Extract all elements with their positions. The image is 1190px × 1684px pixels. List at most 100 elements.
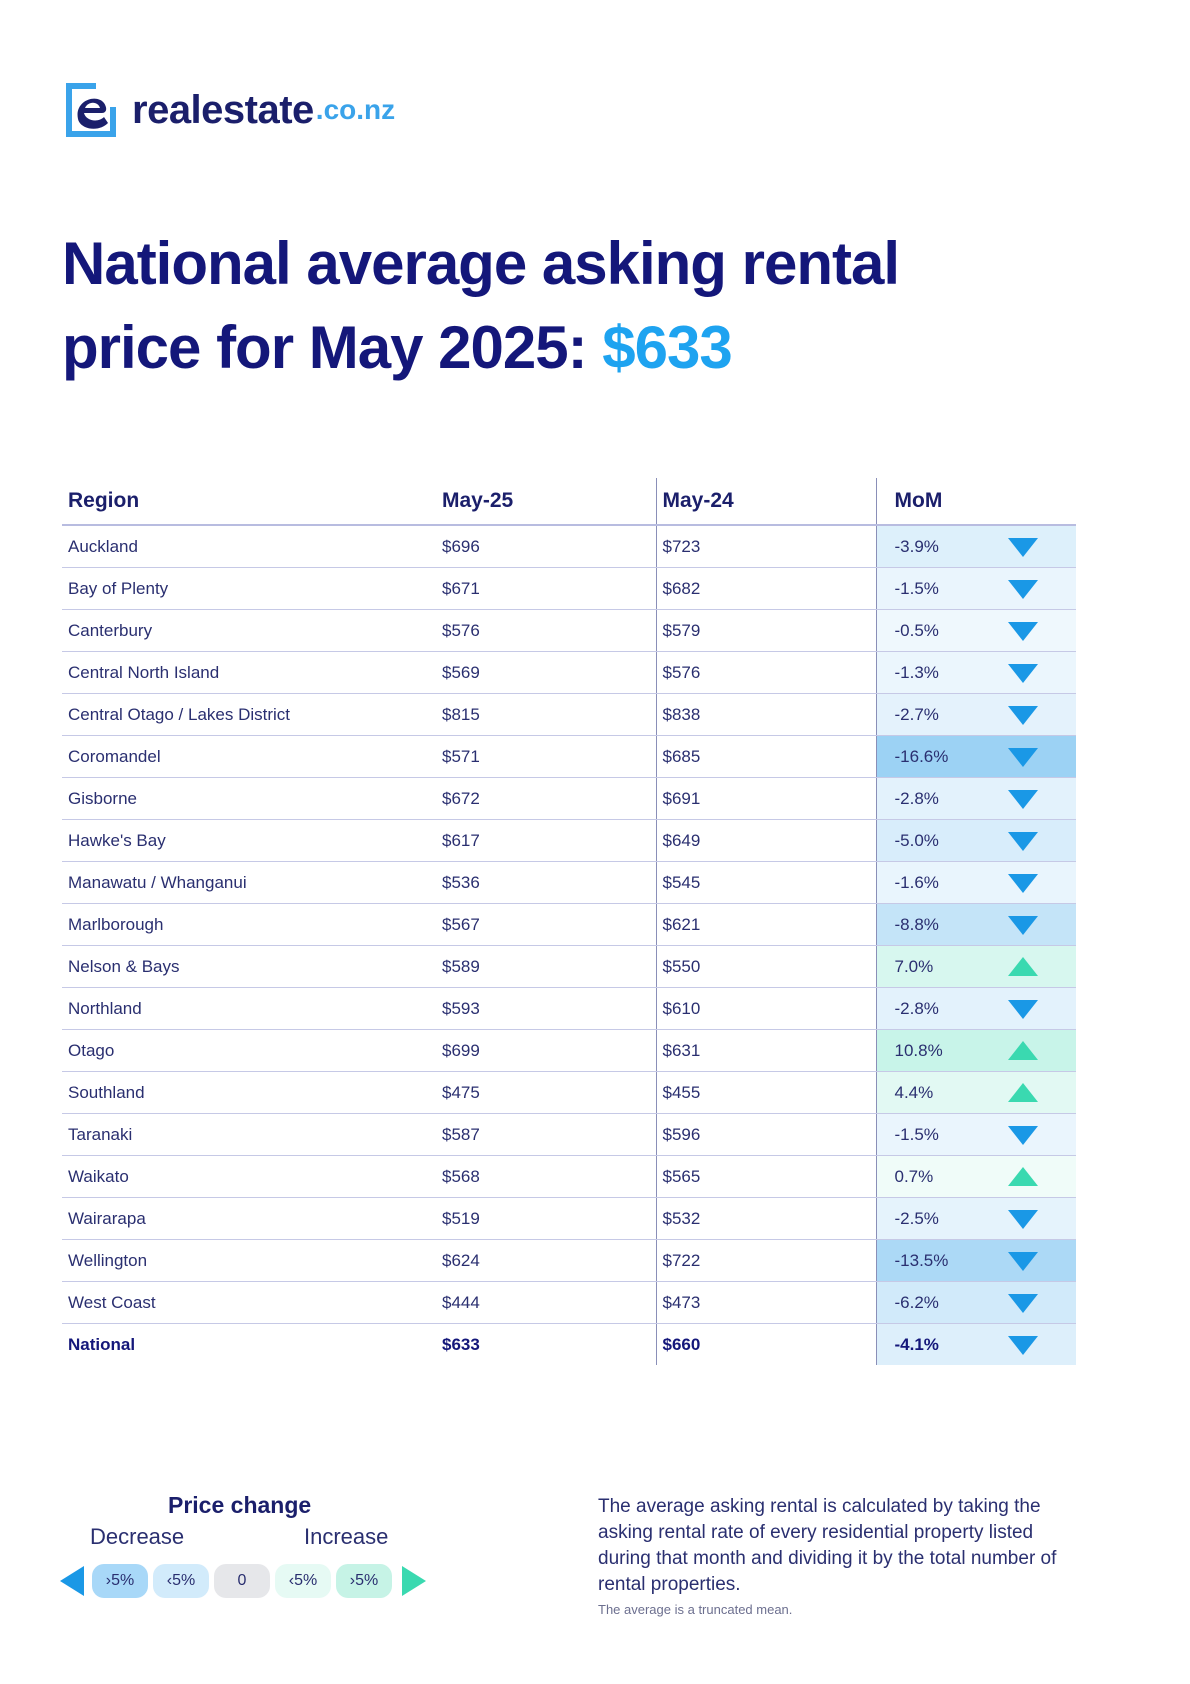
- cell-mom-text: -13.5%: [894, 1250, 949, 1270]
- col-header-region: Region: [62, 478, 436, 526]
- cell-may25-text: $696: [442, 536, 480, 556]
- cell-mom-text: -4.1%: [894, 1334, 939, 1354]
- cell-mom: -2.5%: [876, 1197, 1076, 1240]
- cell-may25-text: $576: [442, 620, 480, 640]
- legend-pill-strong-decrease: ›5%: [92, 1564, 148, 1598]
- cell-mom: -4.1%: [876, 1323, 1076, 1365]
- cell-may25: $671: [436, 567, 657, 610]
- cell-may24: $722: [656, 1239, 877, 1282]
- cell-mom: -3.9%: [876, 525, 1076, 568]
- cell-mom-text: -1.6%: [894, 872, 939, 892]
- cell-may25: $593: [436, 987, 657, 1030]
- cell-may24: $649: [656, 819, 877, 862]
- cell-may24-text: $455: [662, 1082, 701, 1102]
- down-arrow-icon: [1008, 662, 1038, 684]
- methodology-note: The average asking rental is calculated …: [598, 1496, 1057, 1595]
- cell-may25: $444: [436, 1281, 657, 1324]
- col-header-may25: May-25: [436, 478, 657, 526]
- cell-may25: $696: [436, 525, 657, 568]
- cell-mom-text: -0.5%: [894, 620, 939, 640]
- legend-pill-strong-increase: ›5%: [336, 1564, 392, 1598]
- cell-region: Northland: [62, 987, 436, 1030]
- cell-region-text: Bay of Plenty: [68, 578, 169, 598]
- cell-region-text: Wairarapa: [68, 1208, 146, 1228]
- legend-pill-mild-increase: ‹5%: [275, 1564, 331, 1598]
- up-arrow-icon: [1008, 1040, 1038, 1062]
- cell-may25: $672: [436, 777, 657, 820]
- page-title: National average asking rental price for…: [62, 222, 1122, 390]
- cell-region-text: Marlborough: [68, 914, 164, 934]
- cell-region-text: Hawke's Bay: [68, 830, 166, 850]
- cell-may25-text: $624: [442, 1250, 480, 1270]
- cell-mom-text: -1.5%: [894, 1124, 939, 1144]
- cell-mom-text: 7.0%: [894, 956, 934, 976]
- cell-mom: -5.0%: [876, 819, 1076, 862]
- cell-may25: $699: [436, 1029, 657, 1072]
- cell-region: Central North Island: [62, 651, 436, 694]
- cell-may24-text: $685: [662, 746, 701, 766]
- cell-mom: -2.8%: [876, 777, 1076, 820]
- col-header-may24: May-24: [656, 478, 877, 526]
- cell-mom: -8.8%: [876, 903, 1076, 946]
- cell-mom: -16.6%: [876, 735, 1076, 778]
- legend-increase-label: Increase: [304, 1524, 389, 1549]
- cell-mom-text: -3.9%: [894, 536, 939, 556]
- rental-table: Region May-25 May-24 MoM Auckland $696 $72…: [62, 478, 1076, 1365]
- cell-may25: $587: [436, 1113, 657, 1156]
- col-header-mom: MoM: [876, 478, 1076, 526]
- cell-may24: $455: [656, 1071, 877, 1114]
- cell-may25-text: $671: [442, 578, 480, 598]
- table-row: Wairarapa $519 $532 -2.5%: [62, 1197, 1076, 1240]
- truncated-mean-note: The average is a truncated mean.: [598, 1602, 793, 1617]
- cell-may24-text: $722: [662, 1250, 701, 1270]
- cell-region-text: Central North Island: [68, 662, 220, 682]
- table-row: Central Otago / Lakes District $815 $838 -2…: [62, 693, 1076, 736]
- down-arrow-icon: [1008, 746, 1038, 768]
- cell-may24-text: $579: [662, 620, 701, 640]
- cell-may24: $473: [656, 1281, 877, 1324]
- cell-may24-text: $473: [662, 1292, 701, 1312]
- up-arrow-icon: [1008, 1166, 1038, 1188]
- down-arrow-icon: [1008, 620, 1038, 642]
- table-row: Marlborough $567 $621 -8.8%: [62, 903, 1076, 946]
- cell-mom-text: -8.8%: [894, 914, 939, 934]
- cell-region: West Coast: [62, 1281, 436, 1324]
- cell-region: Otago: [62, 1029, 436, 1072]
- cell-may24: $532: [656, 1197, 877, 1240]
- brand-name: realestate: [132, 87, 314, 132]
- cell-may24-text: $660: [662, 1334, 701, 1354]
- cell-may25-text: $699: [442, 1040, 480, 1060]
- cell-mom-text: -2.8%: [894, 788, 939, 808]
- cell-region: National: [62, 1324, 436, 1366]
- cell-may24: $621: [656, 903, 877, 946]
- cell-may25-text: $519: [442, 1208, 480, 1228]
- table-row: Manawatu / Whanganui $536 $545 -1.6%: [62, 861, 1076, 904]
- down-arrow-icon: [1008, 1292, 1038, 1314]
- table-row: Auckland $696 $723 -3.9%: [62, 525, 1076, 568]
- cell-region: Marlborough: [62, 903, 436, 946]
- cell-region-text: Canterbury: [68, 620, 153, 640]
- left-triangle-icon: [60, 1566, 84, 1596]
- cell-region: Taranaki: [62, 1113, 436, 1156]
- cell-mom-text: -2.7%: [894, 704, 939, 724]
- cell-mom: 7.0%: [876, 945, 1076, 988]
- cell-region: Southland: [62, 1071, 436, 1114]
- cell-may25: $536: [436, 861, 657, 904]
- cell-may24-text: $682: [662, 578, 701, 598]
- table-row: National $633 $660 -4.1%: [62, 1323, 1076, 1366]
- cell-mom-text: -1.3%: [894, 662, 939, 682]
- cell-may24-text: $838: [662, 704, 701, 724]
- down-arrow-icon: [1008, 1334, 1038, 1356]
- cell-may24-text: $565: [662, 1166, 701, 1186]
- table-row: Coromandel $571 $685 -16.6%: [62, 735, 1076, 778]
- cell-mom-text: 0.7%: [894, 1166, 934, 1186]
- cell-mom-text: -16.6%: [894, 746, 949, 766]
- cell-may24: $682: [656, 567, 877, 610]
- cell-region-text: Manawatu / Whanganui: [68, 872, 247, 892]
- cell-may25: $519: [436, 1197, 657, 1240]
- down-arrow-icon: [1008, 1208, 1038, 1230]
- cell-may25: $624: [436, 1239, 657, 1282]
- cell-may25-text: $571: [442, 746, 480, 766]
- cell-may24-text: $576: [662, 662, 701, 682]
- cell-mom: 0.7%: [876, 1155, 1076, 1198]
